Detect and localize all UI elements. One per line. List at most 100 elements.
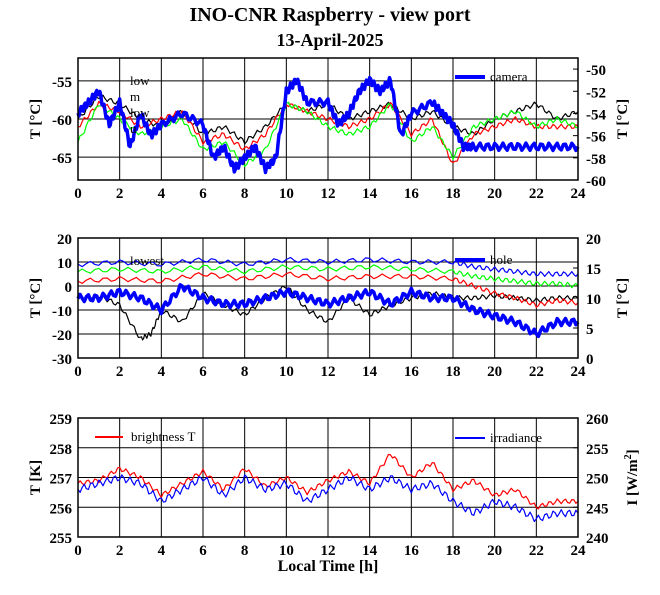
y-tick-label-left: -30 — [52, 352, 72, 368]
x-tick-label: 14 — [362, 186, 378, 202]
x-tick-label: 18 — [446, 364, 461, 380]
y-tick-label-left: -10 — [52, 304, 72, 320]
legend-label: low — [130, 73, 150, 88]
x-tick-label: 12 — [321, 186, 336, 202]
x-tick-label: 4 — [158, 364, 166, 380]
series-line-unnamed — [77, 271, 579, 308]
series-line-hole — [76, 283, 580, 339]
y-tick-label-right: -52 — [586, 85, 606, 101]
x-tick-label: 6 — [199, 543, 207, 559]
y-tick-label-left: 257 — [50, 472, 73, 488]
x-tick-label: 8 — [241, 186, 249, 202]
legend-label: brightness T — [131, 429, 195, 444]
x-tick-label: 2 — [116, 364, 124, 380]
x-tick-label: 0 — [74, 543, 82, 559]
legend-label: u — [130, 121, 137, 136]
y-tick-label-right: 255 — [586, 442, 609, 458]
x-tick-label: 24 — [571, 364, 587, 380]
y-tick-label-right: -54 — [586, 107, 606, 123]
x-tick-label: 20 — [487, 543, 502, 559]
y-tick-label-left: 256 — [50, 501, 73, 517]
series-line-unnamed — [77, 264, 579, 289]
y-tick-label-right: 20 — [586, 232, 601, 248]
legend-label: m — [130, 89, 140, 104]
x-tick-label: 20 — [487, 186, 502, 202]
x-tick-label: 18 — [446, 186, 461, 202]
x-tick-label: 6 — [199, 364, 207, 380]
x-tick-label: 16 — [404, 186, 420, 202]
y-axis-label-left: T [°C] — [28, 278, 44, 318]
x-tick-label: 8 — [241, 364, 249, 380]
y-tick-label-right: 15 — [586, 262, 601, 278]
x-tick-label: 6 — [199, 186, 207, 202]
y-tick-label-left: 0 — [65, 280, 73, 296]
x-tick-label: 24 — [571, 186, 587, 202]
x-tick-label: 10 — [279, 364, 294, 380]
legend-label: hole — [490, 252, 513, 267]
series-line-u — [77, 100, 579, 164]
y-tick-label-right: -56 — [586, 130, 606, 146]
legend-label: lowest — [130, 253, 164, 268]
x-tick-label: 4 — [158, 543, 166, 559]
y-tick-label-left: 258 — [50, 442, 73, 458]
x-tick-label: 16 — [404, 364, 420, 380]
x-tick-label: 16 — [404, 543, 420, 559]
panel-top: -55-60-65-50-52-54-56-58-600 2 4 6 8 10 12 14 16… — [28, 57, 631, 202]
x-tick-label: 2 — [116, 186, 124, 202]
series-line-unnamed — [77, 256, 579, 277]
y-tick-label-left: 259 — [50, 412, 73, 428]
x-axis-label: Local Time [h] — [278, 558, 379, 575]
y-tick-label-left: 20 — [57, 232, 72, 248]
y-tick-label-left: -60 — [52, 113, 72, 129]
legend-label: low — [130, 105, 150, 120]
y-tick-label-right: 10 — [586, 292, 601, 308]
chart-date: 13-April-2025 — [277, 30, 384, 50]
x-tick-label: 10 — [279, 543, 294, 559]
x-tick-label: 22 — [529, 364, 544, 380]
x-tick-label: 4 — [158, 186, 166, 202]
chart-title: INO-CNR Raspberry - view port — [189, 4, 470, 26]
x-tick-label: 0 — [74, 186, 82, 202]
x-tick-label: 22 — [529, 543, 544, 559]
x-tick-label: 20 — [487, 364, 502, 380]
x-tick-label: 8 — [241, 543, 249, 559]
y-tick-label-right: 5 — [586, 322, 594, 338]
y-tick-label-right: -60 — [586, 174, 606, 190]
x-tick-label: 10 — [279, 186, 294, 202]
y-tick-label-right: 0 — [586, 352, 594, 368]
y-tick-label-left: -55 — [52, 75, 72, 91]
y-axis-label-right: T [°C] — [615, 99, 631, 139]
x-tick-label: 12 — [321, 364, 336, 380]
y-tick-label-left: 255 — [50, 531, 73, 547]
legend-label: irradiance — [490, 430, 542, 445]
x-tick-label: 22 — [529, 186, 544, 202]
y-tick-label-right: 240 — [586, 531, 609, 547]
plot-frame — [77, 417, 579, 538]
series-line-camera — [76, 75, 580, 175]
x-tick-label: 2 — [116, 543, 124, 559]
plot-frame — [77, 237, 579, 359]
series-line-irradiance — [77, 474, 579, 523]
y-axis-label-left: T [°C] — [28, 99, 44, 139]
y-axis-label-right: T [°C] — [615, 278, 631, 318]
x-tick-label: 12 — [321, 543, 336, 559]
x-tick-label: 14 — [362, 543, 378, 559]
y-tick-label-right: 260 — [586, 412, 609, 428]
x-tick-label: 18 — [446, 543, 461, 559]
y-tick-label-right: 250 — [586, 472, 609, 488]
series-line-lowest — [77, 285, 579, 341]
y-axis-label-right: I [W/m2] — [623, 449, 641, 505]
plot-frame — [77, 57, 579, 181]
y-axis-label-left: T [K] — [28, 460, 44, 495]
y-tick-label-right: 245 — [586, 501, 609, 517]
y-tick-label-right: -58 — [586, 152, 606, 168]
legend-label: camera — [490, 69, 528, 84]
y-tick-label-right: -50 — [586, 63, 606, 79]
y-tick-label-left: 10 — [57, 256, 72, 272]
x-tick-label: 0 — [74, 364, 82, 380]
x-tick-label: 24 — [571, 543, 587, 559]
x-tick-label: 14 — [362, 364, 378, 380]
